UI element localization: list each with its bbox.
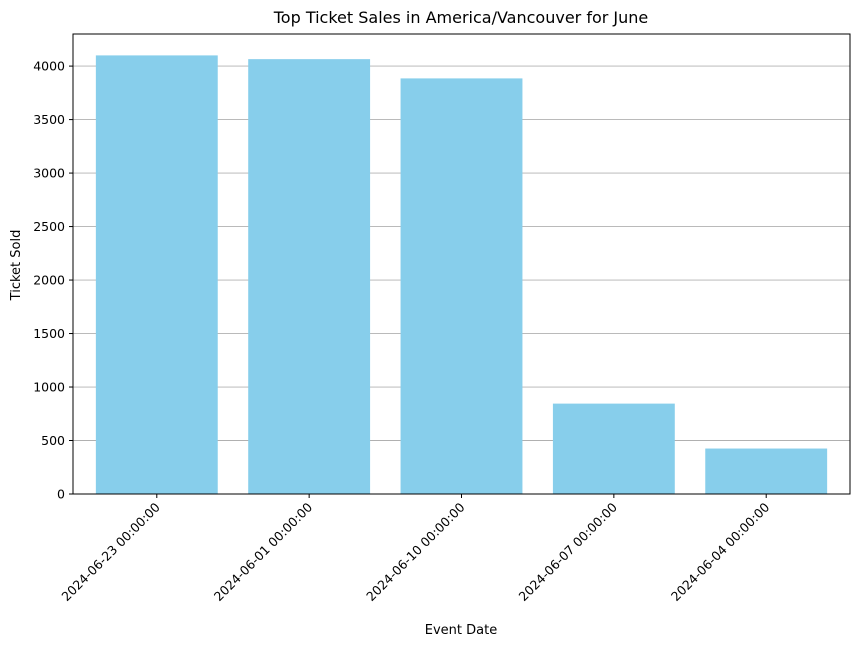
chart-title: Top Ticket Sales in America/Vancouver fo… bbox=[273, 8, 649, 27]
x-tick-label: 2024-06-23 00:00:00 bbox=[58, 499, 163, 604]
x-tick-label: 2024-06-04 00:00:00 bbox=[668, 499, 773, 604]
bars bbox=[95, 55, 828, 495]
x-tick-label: 2024-06-07 00:00:00 bbox=[515, 499, 620, 604]
x-tick-label: 2024-06-01 00:00:00 bbox=[211, 499, 316, 604]
y-tick-label: 0 bbox=[57, 487, 65, 502]
y-tick-label: 1000 bbox=[33, 380, 65, 395]
bar bbox=[248, 59, 371, 495]
bar bbox=[552, 403, 675, 494]
x-ticks: 2024-06-23 00:00:00 2024-06-01 00:00:00 20… bbox=[58, 494, 772, 604]
y-tick-label: 500 bbox=[41, 433, 65, 448]
y-ticks: 0 500 1000 1500 2000 2500 3000 3500 4000 bbox=[33, 59, 73, 502]
x-axis-label: Event Date bbox=[425, 623, 497, 638]
y-tick-label: 3500 bbox=[33, 112, 65, 127]
y-axis-label: Ticket Sold bbox=[9, 230, 24, 302]
y-tick-label: 4000 bbox=[33, 59, 65, 74]
bar bbox=[95, 55, 218, 494]
y-tick-label: 2000 bbox=[33, 273, 65, 288]
x-tick-label: 2024-06-10 00:00:00 bbox=[363, 499, 468, 604]
y-tick-label: 2500 bbox=[33, 219, 65, 234]
bar bbox=[705, 448, 828, 494]
y-tick-label: 3000 bbox=[33, 166, 65, 181]
bar bbox=[400, 78, 523, 494]
y-tick-label: 1500 bbox=[33, 326, 65, 341]
